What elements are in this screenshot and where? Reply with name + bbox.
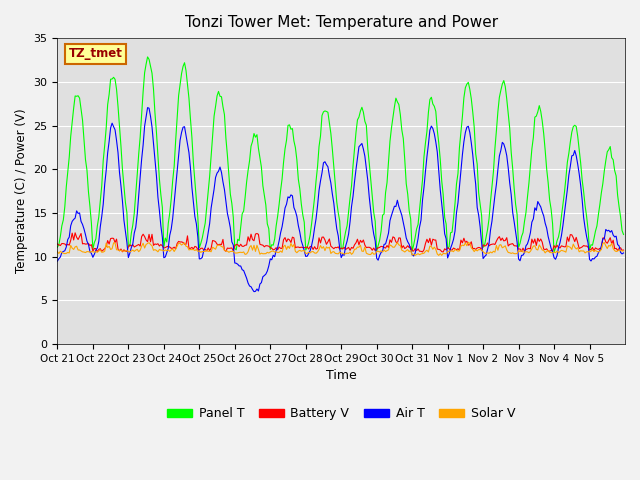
X-axis label: Time: Time: [326, 370, 356, 383]
Air T: [618, 251, 626, 257]
Panel T: [73, 94, 81, 99]
Panel T: [550, 250, 558, 255]
Air T: [620, 250, 627, 256]
Air T: [90, 252, 98, 257]
Air T: [144, 105, 152, 110]
Solar V: [465, 240, 472, 245]
Solar V: [73, 243, 81, 249]
Solar V: [90, 249, 98, 255]
Panel T: [54, 244, 61, 250]
Line: Panel T: Panel T: [58, 57, 623, 252]
Solar V: [54, 249, 61, 255]
Air T: [544, 234, 552, 240]
Panel T: [620, 231, 627, 237]
Line: Battery V: Battery V: [58, 233, 623, 252]
Battery V: [346, 247, 354, 253]
Air T: [348, 204, 355, 209]
Panel T: [90, 240, 98, 245]
Solar V: [345, 251, 353, 256]
Panel T: [346, 195, 354, 201]
Air T: [250, 289, 258, 295]
Text: TZ_tmet: TZ_tmet: [68, 48, 123, 60]
Air T: [73, 208, 81, 214]
Solar V: [459, 242, 467, 248]
Battery V: [71, 230, 79, 236]
Panel T: [459, 114, 467, 120]
Panel T: [543, 166, 550, 172]
Battery V: [54, 241, 61, 247]
Line: Air T: Air T: [58, 108, 623, 292]
Y-axis label: Temperature (C) / Power (V): Temperature (C) / Power (V): [15, 109, 28, 274]
Solar V: [618, 248, 626, 254]
Battery V: [74, 237, 82, 242]
Air T: [460, 139, 468, 144]
Battery V: [618, 247, 626, 253]
Air T: [54, 258, 61, 264]
Legend: Panel T, Battery V, Air T, Solar V: Panel T, Battery V, Air T, Solar V: [163, 402, 520, 425]
Title: Tonzi Tower Met: Temperature and Power: Tonzi Tower Met: Temperature and Power: [184, 15, 498, 30]
Panel T: [618, 228, 626, 233]
Line: Solar V: Solar V: [58, 242, 623, 255]
Solar V: [435, 252, 443, 258]
Battery V: [460, 235, 468, 241]
Battery V: [544, 248, 552, 254]
Solar V: [544, 248, 552, 253]
Battery V: [620, 247, 627, 253]
Battery V: [92, 246, 100, 252]
Panel T: [144, 54, 152, 60]
Battery V: [419, 249, 426, 255]
Solar V: [620, 248, 627, 254]
